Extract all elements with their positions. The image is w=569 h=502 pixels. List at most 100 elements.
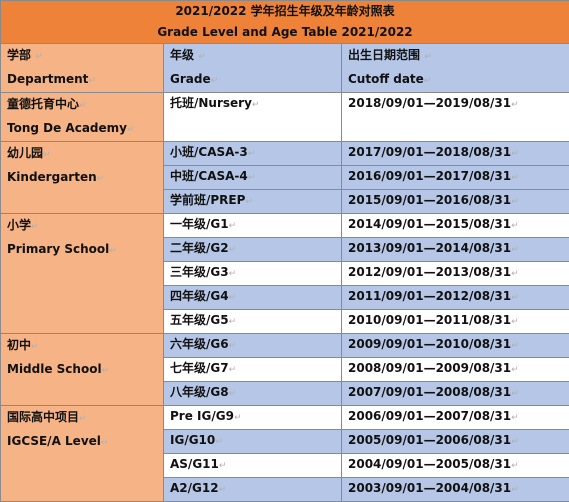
paragraph-mark-icon: ↵ bbox=[229, 221, 237, 231]
paragraph-mark-icon: ↵ bbox=[511, 149, 519, 159]
grade-text: 三年级/G3 bbox=[170, 265, 229, 279]
cutoff-cell: 2011/09/01—2012/08/31↵ bbox=[342, 286, 569, 310]
paragraph-mark-icon: ↵ bbox=[252, 100, 260, 110]
grade-text: 六年级/G6 bbox=[170, 337, 229, 351]
paragraph-mark-icon: ↵ bbox=[511, 437, 519, 447]
paragraph-mark-icon: ↵ bbox=[101, 438, 109, 448]
paragraph-mark-icon: ↵ bbox=[229, 341, 237, 351]
department-en: Middle School bbox=[7, 362, 102, 376]
department-zh: 初中 bbox=[7, 338, 31, 352]
header-grade: 年级 ↵ Grade↵ bbox=[164, 44, 342, 93]
cutoff-cell: 2008/09/01—2009/08/31↵ bbox=[342, 358, 569, 382]
paragraph-mark-icon: ↵ bbox=[211, 76, 219, 86]
cutoff-cell: 2010/09/01—2011/08/31↵ bbox=[342, 310, 569, 334]
department-zh-line: 小学↵ bbox=[7, 214, 157, 238]
paragraph-mark-icon: ↵ bbox=[31, 222, 39, 232]
department-zh-line: 幼儿园↵ bbox=[7, 142, 157, 166]
cutoff-text: 2016/09/01—2017/08/31 bbox=[348, 169, 511, 183]
grade-text: 八年级/G8 bbox=[170, 385, 229, 399]
department-en-line: IGCSE/A Level↵ bbox=[7, 430, 157, 454]
grade-text: 学前班/PREP bbox=[170, 193, 245, 207]
department-cell: 童德托育中心↵Tong De Academy↵ bbox=[1, 93, 164, 142]
table-row: 童德托育中心↵Tong De Academy↵托班/Nursery↵2018/0… bbox=[1, 93, 569, 142]
header-grade-en: Grade bbox=[170, 72, 211, 86]
cutoff-text: 2010/09/01—2011/08/31 bbox=[348, 313, 511, 327]
paragraph-mark-icon: ↵ bbox=[219, 461, 227, 471]
cutoff-text: 2018/09/01—2019/08/31 bbox=[348, 96, 511, 110]
paragraph-mark-icon: ↵ bbox=[511, 365, 519, 375]
cutoff-cell: 2013/09/01—2014/08/31↵ bbox=[342, 238, 569, 262]
department-zh: 小学 bbox=[7, 218, 31, 232]
cutoff-cell: 2003/09/01—2004/08/31↵ bbox=[342, 478, 569, 502]
paragraph-mark-icon: ↵ bbox=[229, 365, 237, 375]
grade-cell: 八年级/G8↵ bbox=[164, 382, 342, 406]
cutoff-cell: 2005/09/01—2006/08/31↵ bbox=[342, 430, 569, 454]
grade-cell: 中班/CASA-4↵ bbox=[164, 166, 342, 190]
department-zh-line: 童德托育中心↵ bbox=[7, 93, 157, 117]
grade-cell: 学前班/PREP↵ bbox=[164, 190, 342, 214]
department-en: Primary School bbox=[7, 242, 109, 256]
paragraph-mark-icon: ↵ bbox=[511, 293, 519, 303]
grade-cell: AS/G11↵ bbox=[164, 454, 342, 478]
grade-text: 小班/CASA-3 bbox=[170, 145, 248, 159]
cutoff-text: 2017/09/01—2018/08/31 bbox=[348, 145, 511, 159]
header-row: 学部 ↵ Department↵ 年级 ↵ Grade↵ 出生日期范围 ↵ Cu… bbox=[1, 44, 569, 93]
header-cutoff: 出生日期范围 ↵ Cutoff date↵ bbox=[342, 44, 569, 93]
grade-text: AS/G11 bbox=[170, 457, 219, 471]
paragraph-mark-icon: ↵ bbox=[511, 413, 519, 423]
grade-cell: A2/G12↵ bbox=[164, 478, 342, 502]
paragraph-mark-icon: ↵ bbox=[198, 52, 206, 62]
department-zh-line: 国际高中项目↵ bbox=[7, 406, 157, 430]
grade-cell: Pre IG/G9↵ bbox=[164, 406, 342, 430]
paragraph-mark-icon: ↵ bbox=[511, 100, 519, 110]
cutoff-text: 2006/09/01—2007/08/31 bbox=[348, 409, 511, 423]
paragraph-mark-icon: ↵ bbox=[31, 342, 39, 352]
paragraph-mark-icon: ↵ bbox=[127, 125, 135, 135]
department-en: Tong De Academy bbox=[7, 121, 127, 135]
grade-cell: 二年级/G2↵ bbox=[164, 238, 342, 262]
paragraph-mark-icon: ↵ bbox=[424, 52, 432, 62]
title-en: Grade Level and Age Table 2021/2022 bbox=[1, 22, 569, 43]
cutoff-text: 2012/09/01—2013/08/31 bbox=[348, 265, 511, 279]
grade-cell: IG/G10↵ bbox=[164, 430, 342, 454]
paragraph-mark-icon: ↵ bbox=[248, 149, 256, 159]
header-cutoff-en: Cutoff date bbox=[348, 72, 424, 86]
paragraph-mark-icon: ↵ bbox=[511, 485, 519, 495]
grade-text: A2/G12 bbox=[170, 481, 219, 495]
table-title: 2021/2022 学年招生年级及年龄对照表 Grade Level and A… bbox=[1, 1, 569, 44]
department-zh-line: 初中↵ bbox=[7, 334, 157, 358]
department-zh: 国际高中项目 bbox=[7, 410, 79, 424]
department-en: IGCSE/A Level bbox=[7, 434, 101, 448]
paragraph-mark-icon: ↵ bbox=[511, 269, 519, 279]
table-row: 小学↵Primary School↵一年级/G1↵2014/09/01—2015… bbox=[1, 214, 569, 238]
header-department-zh: 学部 bbox=[7, 48, 31, 62]
paragraph-mark-icon: ↵ bbox=[245, 197, 253, 207]
department-en-line: Kindergarten↵ bbox=[7, 166, 157, 190]
paragraph-mark-icon: ↵ bbox=[35, 52, 43, 62]
cutoff-cell: 2016/09/01—2017/08/31↵ bbox=[342, 166, 569, 190]
department-cell: 小学↵Primary School↵ bbox=[1, 214, 164, 334]
grade-cell: 一年级/G1↵ bbox=[164, 214, 342, 238]
department-en-line: Primary School↵ bbox=[7, 238, 157, 262]
table-row: 初中↵Middle School↵六年级/G6↵2009/09/01—2010/… bbox=[1, 334, 569, 358]
cutoff-text: 2003/09/01—2004/08/31 bbox=[348, 481, 511, 495]
paragraph-mark-icon: ↵ bbox=[511, 245, 519, 255]
cutoff-text: 2011/09/01—2012/08/31 bbox=[348, 289, 511, 303]
grade-cell: 托班/Nursery↵ bbox=[164, 93, 342, 142]
department-en-line: Tong De Academy↵ bbox=[7, 117, 157, 141]
department-en-line: Middle School↵ bbox=[7, 358, 157, 382]
grade-cell: 六年级/G6↵ bbox=[164, 334, 342, 358]
department-zh: 童德托育中心 bbox=[7, 97, 79, 111]
cutoff-text: 2005/09/01—2006/08/31 bbox=[348, 433, 511, 447]
paragraph-mark-icon: ↵ bbox=[229, 317, 237, 327]
cutoff-cell: 2004/09/01—2005/08/31↵ bbox=[342, 454, 569, 478]
cutoff-cell: 2006/09/01—2007/08/31↵ bbox=[342, 406, 569, 430]
cutoff-cell: 2007/09/01—2008/08/31↵ bbox=[342, 382, 569, 406]
paragraph-mark-icon: ↵ bbox=[511, 317, 519, 327]
grade-cell: 三年级/G3↵ bbox=[164, 262, 342, 286]
cutoff-text: 2007/09/01—2008/08/31 bbox=[348, 385, 511, 399]
grade-text: 一年级/G1 bbox=[170, 217, 229, 231]
paragraph-mark-icon: ↵ bbox=[229, 245, 237, 255]
paragraph-mark-icon: ↵ bbox=[43, 150, 51, 160]
